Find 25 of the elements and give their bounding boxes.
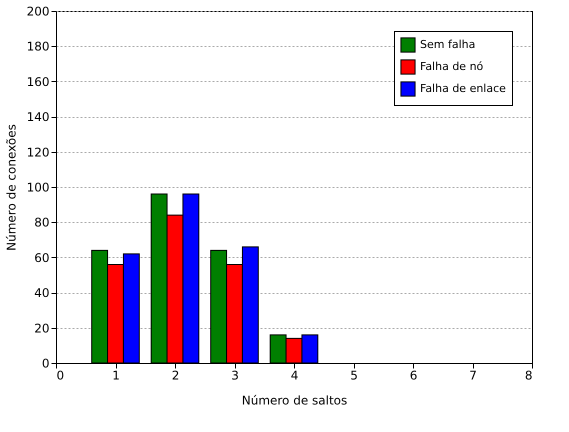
x-tick-label: 6 (410, 368, 418, 382)
x-tick-label: 1 (112, 368, 120, 382)
y-tick-label: 0 (42, 356, 50, 370)
y-tick-label: 100 (26, 180, 50, 194)
legend-label: Falha de nó (420, 60, 484, 73)
x-axis-title: Número de saltos (242, 394, 348, 408)
y-tick-label: 40 (34, 286, 50, 300)
y-tick-label: 20 (34, 321, 50, 336)
y-axis-title: Número de conexões (4, 124, 19, 251)
legend-label: Falha de enlace (420, 82, 506, 95)
y-tick-label: 200 (26, 4, 50, 18)
x-tick-label: 2 (172, 368, 180, 382)
y-tick-label: 160 (26, 74, 50, 89)
x-tick-label: 3 (231, 368, 239, 382)
x-tick-label: 5 (350, 368, 358, 382)
y-tick-label: 140 (26, 110, 50, 124)
x-tick-label: 7 (469, 368, 477, 382)
x-tick-label: 0 (56, 368, 64, 382)
y-tick-label: 180 (26, 40, 50, 54)
x-tick-label: 4 (290, 368, 298, 382)
y-tick-label: 80 (34, 216, 50, 230)
x-tick-label: 8 (524, 368, 532, 382)
legend-label: Sem falha (420, 38, 476, 51)
y-tick-label: 120 (26, 145, 50, 160)
y-tick-label: 60 (34, 250, 50, 265)
